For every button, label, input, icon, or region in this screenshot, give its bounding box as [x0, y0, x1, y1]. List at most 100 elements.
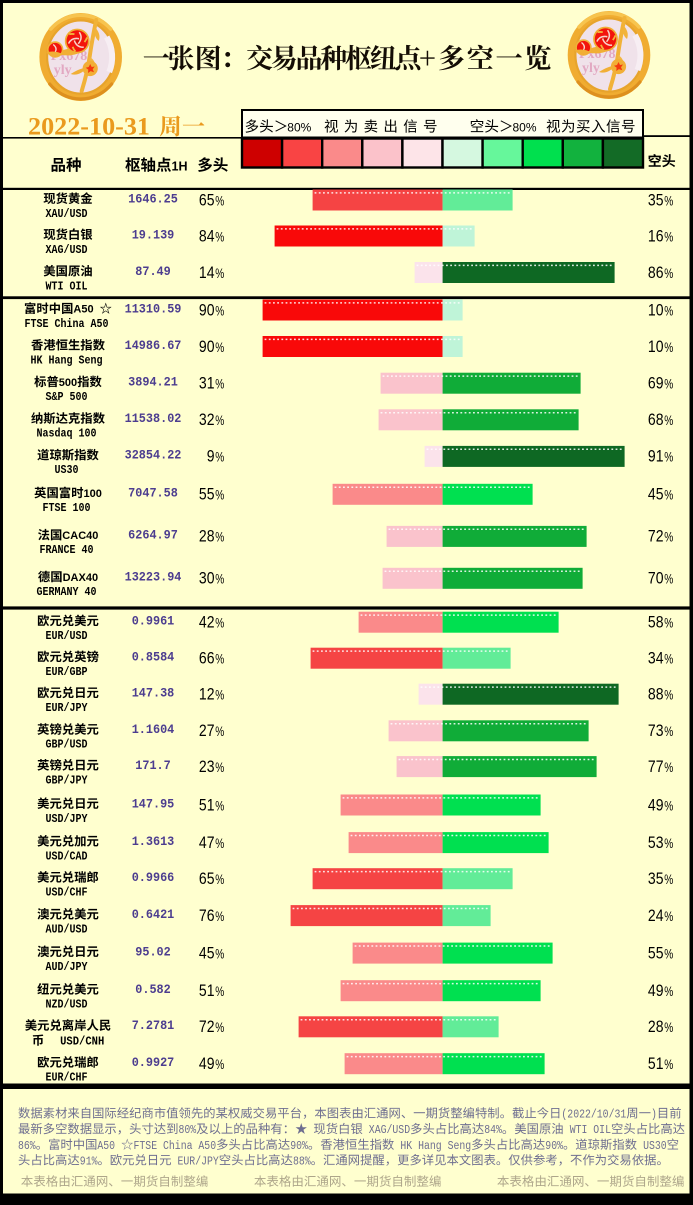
svg-text:%: % [664, 1057, 673, 1072]
svg-text:28: 28 [648, 1018, 664, 1036]
svg-text:%: % [215, 984, 224, 999]
svg-text:42: 42 [199, 614, 215, 632]
svg-text:FTSE China A50: FTSE China A50 [134, 1140, 217, 1153]
svg-text:7047.58: 7047.58 [128, 487, 178, 501]
svg-text:%: % [664, 266, 673, 281]
svg-text:53: 53 [648, 834, 664, 852]
svg-text:GBP/USD: GBP/USD [46, 738, 88, 752]
svg-text:10: 10 [648, 301, 664, 319]
svg-text:%: % [664, 688, 673, 703]
svg-text:80%: 80% [179, 1124, 197, 1137]
svg-text:%: % [664, 303, 673, 318]
svg-text:%: % [664, 340, 673, 355]
svg-text:171.7: 171.7 [135, 759, 171, 773]
svg-text:GERMANY 40: GERMANY 40 [37, 585, 97, 599]
svg-text:80%: 80% [287, 121, 311, 135]
svg-text:84: 84 [199, 227, 215, 245]
svg-text:AUD/JPY: AUD/JPY [46, 960, 89, 974]
svg-text:%: % [664, 530, 673, 545]
svg-text:0.9961: 0.9961 [132, 615, 175, 629]
svg-text:1.1604: 1.1604 [132, 723, 175, 737]
svg-text:NZD/USD: NZD/USD [46, 998, 88, 1012]
svg-text:US30: US30 [55, 463, 79, 477]
svg-text:65: 65 [199, 191, 215, 209]
svg-text:%: % [215, 193, 224, 208]
svg-text:86: 86 [648, 264, 664, 282]
svg-text:EUR/JPY: EUR/JPY [178, 1155, 219, 1168]
svg-text:0.9966: 0.9966 [132, 871, 175, 885]
svg-text:47: 47 [199, 834, 215, 852]
svg-text:10: 10 [648, 338, 664, 356]
svg-text:USD/CNH: USD/CNH [60, 1034, 104, 1048]
svg-text:%: % [215, 909, 224, 924]
svg-text:147.95: 147.95 [132, 797, 175, 811]
svg-text:%: % [215, 1057, 224, 1072]
svg-text:23: 23 [199, 758, 215, 776]
svg-text:45: 45 [199, 944, 215, 962]
svg-text:90: 90 [199, 338, 215, 356]
svg-text:%: % [215, 488, 224, 503]
svg-text:6264.97: 6264.97 [128, 529, 178, 543]
svg-text:FRANCE 40: FRANCE 40 [40, 543, 94, 557]
svg-text:88%: 88% [293, 1155, 311, 1168]
svg-text:%: % [664, 450, 673, 465]
svg-text:11310.59: 11310.59 [125, 302, 182, 316]
svg-text:500: 500 [59, 377, 77, 389]
svg-text:51: 51 [199, 796, 215, 814]
svg-text:XAG/USD: XAG/USD [369, 1124, 410, 1137]
svg-text:%: % [215, 229, 224, 244]
svg-text:S&P 500: S&P 500 [46, 390, 88, 404]
svg-text:12: 12 [199, 686, 215, 704]
svg-text:87.49: 87.49 [135, 265, 171, 279]
svg-text:7.2781: 7.2781 [132, 1019, 175, 1033]
svg-text:76: 76 [199, 907, 215, 925]
svg-text:Nasdaq 100: Nasdaq 100 [37, 427, 97, 441]
svg-text:USD/JPY: USD/JPY [46, 812, 89, 826]
svg-text:3894.21: 3894.21 [128, 376, 178, 390]
svg-text:34: 34 [648, 650, 664, 668]
svg-text:A50: A50 [73, 304, 93, 316]
svg-text:%: % [215, 377, 224, 392]
svg-text:%: % [215, 530, 224, 545]
svg-text:(2022/10/31: (2022/10/31 [561, 1109, 626, 1122]
svg-text:91%: 91% [80, 1155, 98, 1168]
svg-text:CAC40: CAC40 [62, 530, 98, 542]
svg-text:%: % [664, 616, 673, 631]
svg-text:%: % [664, 798, 673, 813]
svg-text:77: 77 [648, 758, 664, 776]
svg-text:55: 55 [199, 486, 215, 504]
svg-text:32854.22: 32854.22 [125, 449, 182, 463]
svg-text:%: % [215, 872, 224, 887]
svg-text:%: % [215, 724, 224, 739]
svg-text:49: 49 [648, 982, 664, 1000]
svg-text:19.139: 19.139 [132, 228, 175, 242]
svg-text:%: % [664, 488, 673, 503]
svg-text:%: % [664, 760, 673, 775]
svg-text:1H: 1H [172, 160, 188, 174]
svg-text:86%: 86% [18, 1140, 36, 1153]
svg-text:27: 27 [199, 722, 215, 740]
svg-text:73: 73 [648, 722, 664, 740]
svg-text:72: 72 [199, 1018, 215, 1036]
svg-text:72: 72 [648, 528, 664, 546]
svg-text:58: 58 [648, 614, 664, 632]
svg-text:WTI OIL: WTI OIL [46, 279, 88, 293]
svg-text:%: % [664, 836, 673, 851]
svg-text:%: % [664, 724, 673, 739]
svg-text:%: % [215, 413, 224, 428]
svg-text:XAG/USD: XAG/USD [46, 243, 88, 257]
svg-text:%: % [215, 760, 224, 775]
svg-text:1.3613: 1.3613 [132, 835, 175, 849]
svg-text:%: % [215, 266, 224, 281]
svg-text:): ) [651, 1109, 657, 1122]
svg-text:1646.25: 1646.25 [128, 192, 178, 206]
svg-text:147.38: 147.38 [132, 687, 175, 701]
svg-text:%: % [664, 1020, 673, 1035]
svg-text:11538.02: 11538.02 [125, 412, 182, 426]
svg-text:30: 30 [199, 570, 215, 588]
svg-text:55: 55 [648, 944, 664, 962]
svg-text:%: % [664, 572, 673, 587]
svg-text:%: % [215, 450, 224, 465]
svg-text:0.6421: 0.6421 [132, 908, 175, 922]
svg-text:70: 70 [648, 570, 664, 588]
